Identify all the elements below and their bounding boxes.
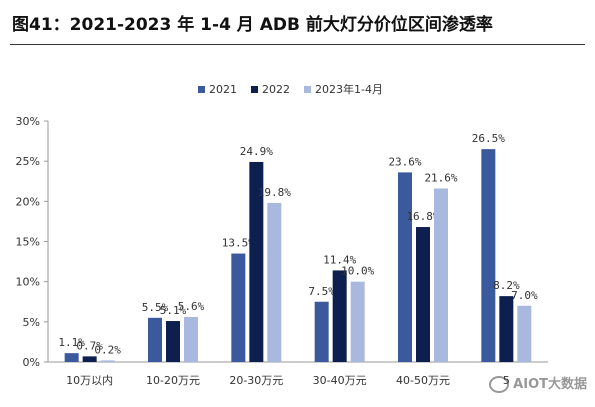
data-label: 8.2%	[493, 279, 520, 292]
y-tick-label: 25%	[16, 155, 40, 168]
bar	[499, 296, 514, 362]
bar	[184, 317, 198, 362]
bar	[314, 301, 329, 362]
title-divider	[10, 44, 585, 45]
y-tick-label: 20%	[16, 195, 40, 208]
data-label: 7.5%	[308, 285, 335, 298]
watermark-text: AIOT大数据	[513, 377, 587, 392]
data-label: 7.0%	[511, 289, 538, 302]
bar	[64, 353, 79, 362]
x-tick-label: 30-40万元	[313, 374, 367, 387]
x-tick-label: 20-30万元	[229, 374, 283, 387]
data-label: 0.2%	[94, 343, 121, 356]
data-label: 5.1%	[160, 304, 187, 317]
bar	[481, 149, 496, 362]
bar	[416, 227, 430, 362]
bar	[148, 317, 162, 362]
data-label: 1.1%	[58, 336, 85, 349]
bar	[166, 321, 180, 362]
data-label: 21.6%	[424, 171, 457, 184]
bar	[350, 281, 365, 362]
y-tick-label: 5%	[23, 316, 40, 329]
x-tick-label: 10万以内	[66, 373, 113, 387]
x-tick-label: 10-20万元	[146, 374, 200, 387]
bar	[82, 356, 97, 362]
data-label: 13.5%	[222, 237, 255, 250]
bar	[231, 253, 246, 362]
data-label: 0.7%	[76, 339, 103, 352]
x-tick-label: 40-50万元	[396, 374, 450, 387]
page-title: 图41：2021-2023 年 1-4 月 ADB 前大灯分价位区间渗透率	[12, 15, 493, 35]
data-label: 16.8%	[406, 210, 439, 223]
bar	[517, 305, 532, 362]
bar	[434, 188, 448, 362]
data-label: 26.5%	[472, 132, 505, 145]
y-tick-label: 15%	[16, 236, 40, 249]
bar	[398, 172, 412, 362]
legend-entry: 2023年1-4月	[315, 82, 383, 96]
bar	[267, 202, 282, 362]
wechat-icon	[489, 376, 510, 393]
y-tick-label: 0%	[23, 356, 40, 369]
data-label: 10.0%	[341, 265, 374, 278]
bar	[100, 360, 115, 362]
legend-swatch	[304, 86, 311, 93]
data-label: 11.4%	[323, 253, 356, 266]
y-tick-label: 30%	[16, 115, 40, 128]
data-label: 23.6%	[388, 155, 421, 168]
legend-swatch	[251, 86, 258, 93]
watermark: AIOT大数据	[489, 373, 587, 393]
bar	[249, 161, 264, 362]
data-label: 5.5%	[142, 301, 169, 314]
data-label: 5.6%	[178, 300, 205, 313]
bar	[332, 270, 347, 362]
data-label: 24.9%	[240, 145, 273, 158]
legend-entry: 2022	[262, 83, 290, 96]
legend-swatch	[198, 86, 205, 93]
data-label: 19.8%	[258, 186, 291, 199]
y-tick-label: 10%	[16, 276, 40, 289]
legend-entry: 2021	[209, 83, 237, 96]
